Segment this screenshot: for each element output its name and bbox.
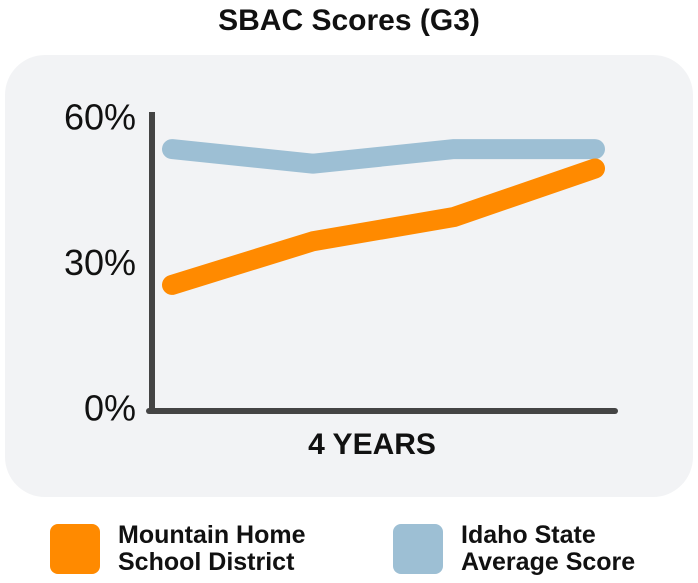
series-line [162,139,605,174]
chart-title: SBAC Scores (G3) [218,4,480,37]
legend-label: Mountain Home School District [118,521,306,576]
y-tick-label: 60% [64,97,136,138]
legend-swatch [50,524,100,574]
panel [5,55,693,497]
legend-label: Idaho State Average Score [461,521,636,576]
legend-swatch [393,524,443,574]
y-tick-label: 0% [84,388,136,429]
series-line [162,158,605,295]
legend-item: Mountain Home School District [50,522,348,576]
legend-item: Idaho State Average Score [393,522,661,576]
y-tick-label: 30% [64,242,136,283]
x-axis-label: 4 YEARS [308,428,436,461]
